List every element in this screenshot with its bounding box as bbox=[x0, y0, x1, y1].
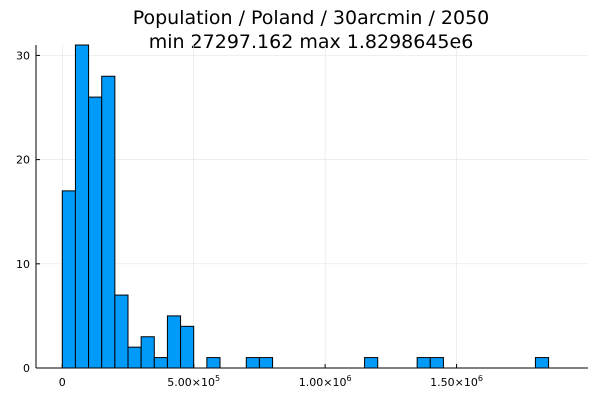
histogram-bar bbox=[153, 357, 168, 369]
y-tick-label: 0 bbox=[23, 362, 30, 375]
chart-subtitle: min 27297.162 max 1.8298645e6 bbox=[149, 31, 474, 53]
histogram-bar bbox=[364, 357, 379, 369]
histogram-bar bbox=[140, 336, 155, 369]
bars bbox=[61, 44, 550, 369]
axes bbox=[35, 45, 588, 369]
histogram-bar bbox=[416, 357, 431, 369]
histogram-bar bbox=[74, 44, 90, 369]
x-tick-label: 1.00×106 bbox=[299, 374, 352, 389]
x-tick-label: 5.00×105 bbox=[167, 374, 220, 389]
tick-labels: 0 10 20 30 0 5.00×105 1.00×106 1.50×106 bbox=[16, 49, 483, 389]
y-tick-label: 20 bbox=[16, 154, 30, 167]
y-tick-label: 10 bbox=[16, 258, 30, 271]
histogram-bar bbox=[245, 357, 260, 369]
x-tick-label: 0 bbox=[59, 376, 66, 389]
histogram-bar bbox=[206, 357, 221, 369]
histogram-bar bbox=[114, 294, 129, 369]
histogram-bar bbox=[534, 357, 550, 369]
histogram-bar bbox=[61, 190, 76, 369]
histogram-bar bbox=[166, 315, 182, 369]
histogram-bar bbox=[127, 346, 142, 369]
histogram-bar bbox=[101, 75, 116, 369]
y-tick-label: 30 bbox=[16, 49, 30, 62]
histogram-bar bbox=[429, 357, 444, 369]
x-tick-label: 1.50×106 bbox=[430, 374, 483, 389]
histogram-bar bbox=[180, 325, 195, 369]
histogram-bar bbox=[258, 357, 274, 369]
histogram-bar bbox=[88, 96, 103, 369]
chart-title: Population / Poland / 30arcmin / 2050 bbox=[133, 7, 490, 29]
